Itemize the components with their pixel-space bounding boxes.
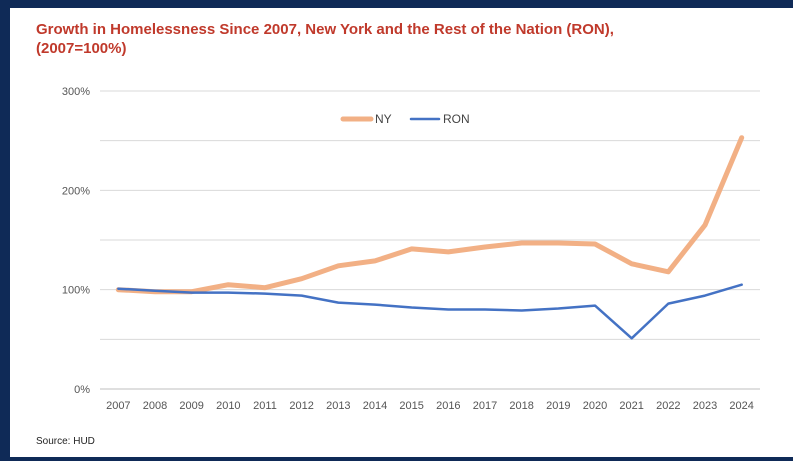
x-tick-label: 2013	[326, 400, 350, 412]
source-note: Source: HUD	[36, 436, 95, 447]
x-tick-label: 2010	[216, 400, 240, 412]
y-tick-label: 0%	[74, 384, 90, 396]
x-tick-label: 2017	[473, 400, 497, 412]
x-tick-label: 2009	[179, 400, 203, 412]
x-tick-label: 2020	[583, 400, 607, 412]
chart-title: Growth in Homelessness Since 2007, New Y…	[36, 20, 756, 58]
chart-title-line: Growth in Homelessness Since 2007, New Y…	[36, 21, 614, 38]
x-tick-label: 2011	[253, 400, 277, 412]
legend-label-ron: RON	[443, 112, 470, 126]
x-tick-label: 2015	[399, 400, 423, 412]
x-tick-label: 2019	[546, 400, 570, 412]
x-tick-label: 2014	[363, 400, 387, 412]
x-tick-label: 2023	[693, 400, 717, 412]
y-tick-label: 200%	[62, 185, 90, 197]
x-tick-label: 2018	[509, 400, 533, 412]
x-tick-label: 2012	[289, 400, 313, 412]
x-tick-label: 2016	[436, 400, 460, 412]
x-tick-label: 2007	[106, 400, 130, 412]
legend-label-ny: NY	[375, 112, 392, 126]
x-tick-label: 2024	[729, 400, 753, 412]
series-line-ny	[115, 135, 745, 295]
x-tick-label: 2021	[619, 400, 643, 412]
series-line-ron	[117, 283, 743, 340]
x-tick-label: 2022	[656, 400, 680, 412]
y-tick-label: 100%	[62, 285, 90, 297]
x-tick-label: 2008	[143, 400, 167, 412]
y-tick-label: 300%	[62, 86, 90, 98]
chart-panel: Growth in Homelessness Since 2007, New Y…	[10, 8, 793, 457]
chart-subtitle-line: (2007=100%)	[36, 40, 127, 57]
line-chart: 0% 100% 200% 300% 2007 2008 2009 2010 2011 2012 20…	[62, 86, 760, 412]
